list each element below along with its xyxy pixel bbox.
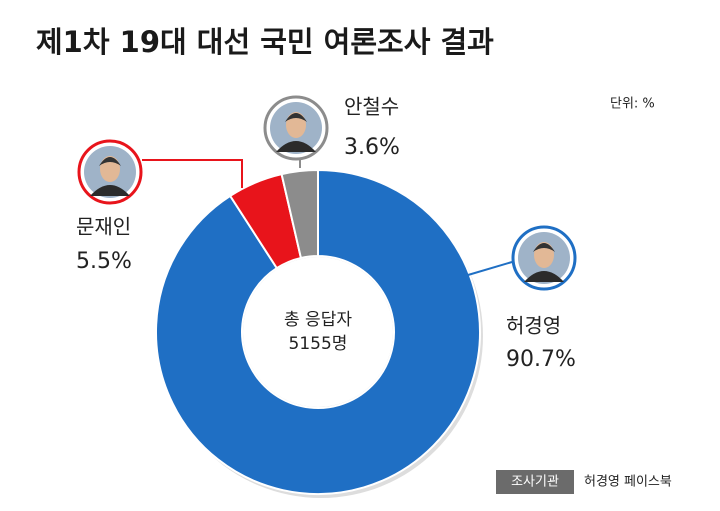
source-badge: [496, 470, 574, 494]
portrait-hair: [533, 243, 555, 252]
center-text: 5155명: [289, 334, 348, 354]
value-label: 3.6%: [344, 135, 400, 160]
donut-slice: [280, 168, 319, 260]
donut-hole: [243, 257, 393, 407]
connector: [142, 159, 243, 188]
value-label: 90.7%: [506, 347, 576, 372]
source-label: 조사기관: [511, 475, 559, 490]
connector: [467, 261, 513, 276]
legend-label: 안철수: [344, 95, 399, 119]
legend-label: 허경영: [506, 314, 561, 338]
unit-label: 단위: %: [610, 97, 655, 112]
portrait-hair: [285, 113, 307, 122]
portrait-body: [276, 141, 316, 152]
chart-title: 제1차 19대 대선 국민 여론조사 결과: [36, 25, 494, 59]
donut-slice: [155, 168, 481, 495]
source-text: 허경영 페이스북: [584, 475, 672, 490]
portrait-body: [524, 271, 564, 282]
portrait-body: [90, 185, 130, 196]
center-text: 총 응답자: [284, 310, 352, 330]
legend-label: 문재인: [76, 215, 131, 239]
value-label: 5.5%: [76, 249, 132, 274]
portrait-hair: [99, 157, 121, 166]
